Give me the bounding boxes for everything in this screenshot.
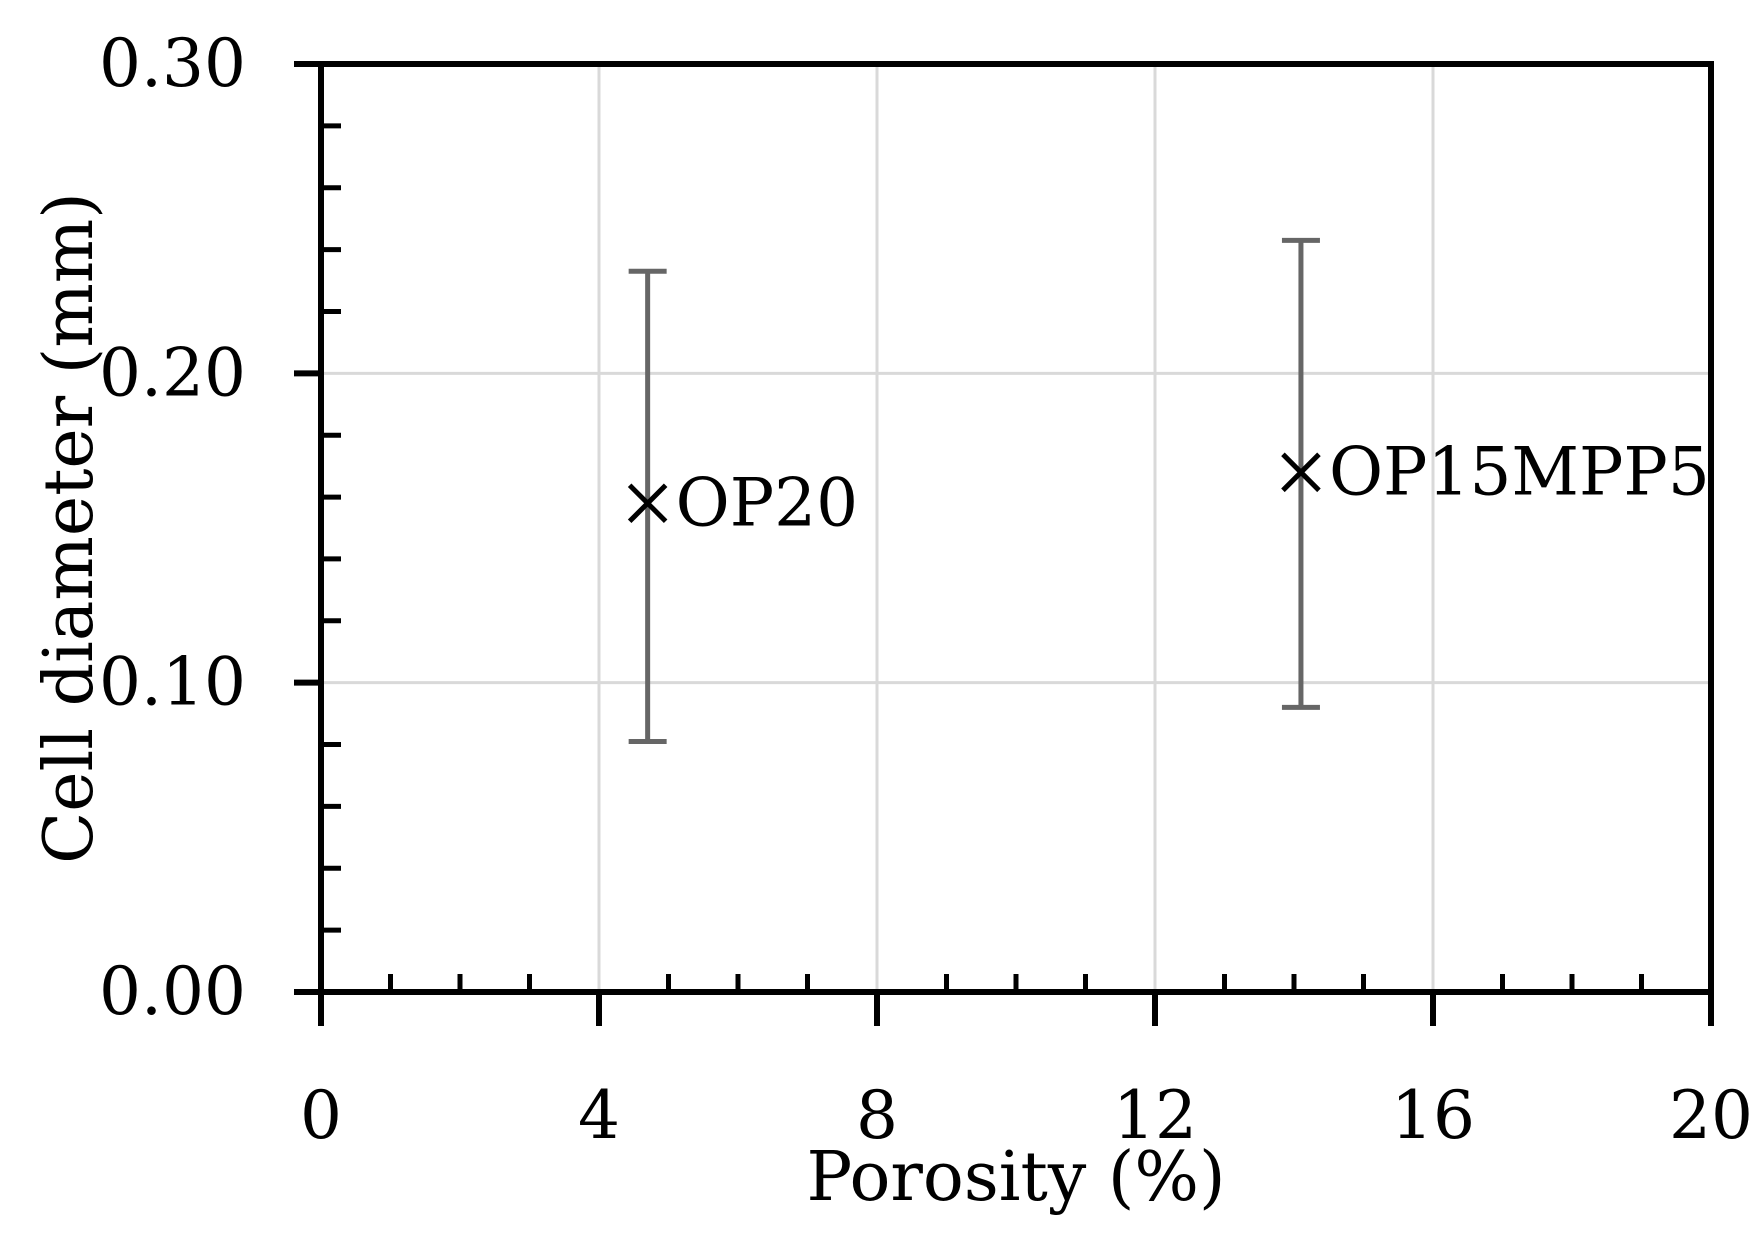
plot-border: [318, 61, 1714, 995]
y-tick-label: 0.20: [99, 334, 246, 411]
marker-stroke-2: [627, 483, 668, 524]
x-tick-label: 16: [1391, 1077, 1475, 1154]
grid-layer: [321, 62, 1713, 992]
x-tick-label: 4: [578, 1077, 620, 1154]
y-axis-title: Cell diameter (mm): [30, 192, 109, 864]
y-tick-label: 0.00: [99, 953, 246, 1030]
marker-stroke-2: [1281, 452, 1321, 493]
y-tick-label: 0.30: [99, 25, 246, 102]
x-tick-label: 12: [1113, 1077, 1197, 1154]
x-tick-label: 20: [1669, 1077, 1753, 1154]
x-axis-title: Porosity (%): [806, 1138, 1225, 1217]
x-tick-label: 0: [300, 1077, 342, 1154]
axes-layer: [318, 61, 1714, 995]
data-point-label: OP15MPP5: [1329, 433, 1710, 510]
x-tick-label: 8: [856, 1077, 898, 1154]
data-point-label: OP20: [676, 464, 859, 541]
series-layer: OP20 OP15MPP5: [627, 237, 1710, 744]
labels-layer: 0 4 8 12 16 20 0.00 0.10 0.20 0.30: [99, 25, 1753, 1154]
ticks-layer: [294, 61, 1714, 1026]
y-tick-label: 0.10: [99, 644, 246, 721]
data-point-marker: [627, 483, 668, 524]
data-point-marker: [1281, 452, 1321, 493]
